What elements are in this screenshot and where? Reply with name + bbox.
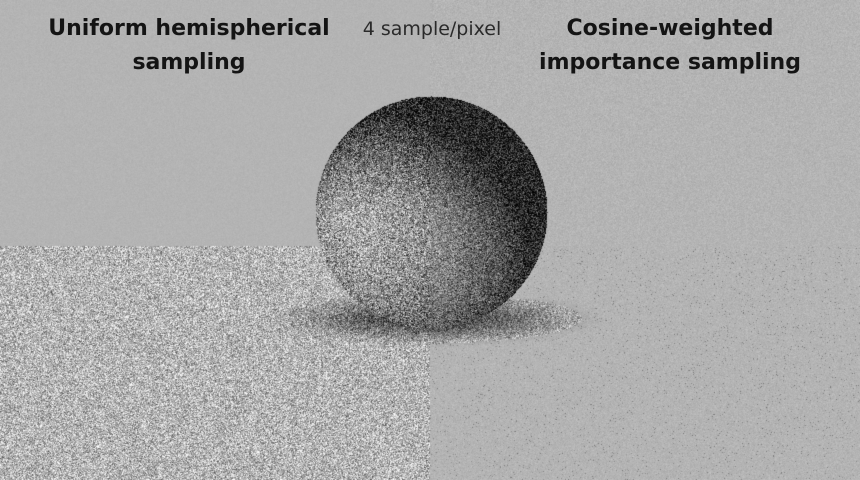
uniform-sampling-title: Uniform hemispherical sampling [48, 16, 330, 75]
samples-per-pixel-label: 4 sample/pixel [362, 18, 502, 40]
cosine-weighted-sampling-title: Cosine-weighted importance sampling [539, 16, 801, 75]
